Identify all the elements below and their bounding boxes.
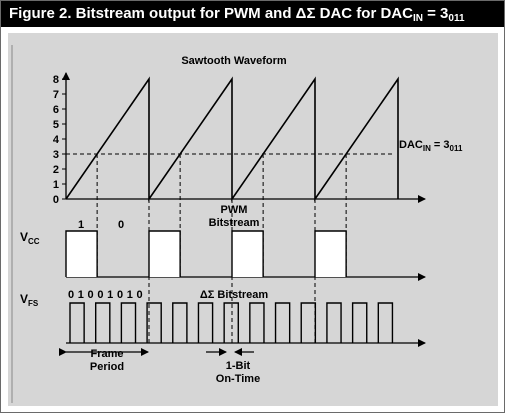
pwm-bit-one: 1 bbox=[78, 219, 84, 231]
onbit-label-line1: 1-Bit bbox=[226, 360, 251, 372]
pwm-pulse-fill bbox=[315, 231, 347, 277]
y-tick-label: 6 bbox=[53, 104, 59, 116]
projection-guides bbox=[96, 154, 347, 343]
y-tick-label: 4 bbox=[53, 134, 60, 146]
pwm-bit-zero: 0 bbox=[118, 219, 124, 231]
pwm-pulse-fill bbox=[149, 231, 181, 277]
ds-title: ΔΣ Bitstream bbox=[200, 289, 269, 301]
ds-bit-label: 1 bbox=[78, 289, 84, 301]
vcc-label: VCC bbox=[20, 230, 40, 246]
vfs-label-sub: FS bbox=[28, 299, 39, 308]
frame-period-line1: Frame bbox=[90, 348, 123, 360]
pwm-pulse-fill bbox=[232, 231, 264, 277]
ds-pulse bbox=[223, 302, 239, 343]
sawtooth-title: Sawtooth Waveform bbox=[181, 55, 287, 67]
ds-bit-label: 1 bbox=[107, 289, 113, 301]
sawtooth-path bbox=[65, 76, 399, 202]
ds-pulse bbox=[351, 302, 368, 343]
vcc-label-sub: CC bbox=[28, 237, 40, 246]
y-tick-label: 3 bbox=[53, 149, 59, 161]
ds-pulse bbox=[120, 302, 137, 343]
y-tick-label: 1 bbox=[53, 179, 59, 191]
onbit-label-line2: On-Time bbox=[216, 373, 260, 385]
figure-title-sub: IN bbox=[412, 13, 423, 24]
ds-bit-label: 1 bbox=[127, 289, 133, 301]
y-tick-label: 2 bbox=[53, 164, 59, 176]
ds-pulse bbox=[249, 302, 265, 343]
y-tick-label: 5 bbox=[53, 119, 59, 131]
pwm-pulse-fill bbox=[66, 231, 98, 277]
ds-pulse bbox=[94, 302, 111, 343]
y-tick-label: 7 bbox=[53, 89, 59, 101]
vfs-label-main: V bbox=[20, 292, 28, 306]
y-tick-label: 8 bbox=[53, 74, 59, 86]
ds-pulse bbox=[69, 302, 85, 343]
ds-bit-label: 0 bbox=[137, 289, 143, 301]
ds-bit-label: 0 bbox=[97, 289, 103, 301]
sawtooth-y-ticks: 0 1 2 3 4 5 6 7 8 bbox=[53, 74, 66, 206]
ds-bit-label: 0 bbox=[88, 289, 94, 301]
pwm-title-line1: PWM bbox=[221, 204, 248, 216]
dac-label-sub: IN bbox=[423, 144, 431, 153]
ds-bit-label: 0 bbox=[117, 289, 123, 301]
dac-level-label: DACIN = 3011 bbox=[399, 139, 463, 153]
vfs-label: VFS bbox=[20, 292, 39, 308]
ds-pulses bbox=[69, 302, 394, 343]
dac-label-prefix: DAC bbox=[399, 139, 423, 151]
dac-label-mid: = 3 bbox=[431, 139, 450, 151]
pwm-pulse bbox=[231, 230, 264, 277]
ds-bit-label: 0 bbox=[68, 289, 74, 301]
figure-title-prefix: Figure 2. Bitstream output for PWM and Δ… bbox=[9, 5, 413, 22]
pwm-pulse bbox=[148, 230, 181, 277]
ds-pulse bbox=[274, 302, 291, 343]
ds-pulse bbox=[197, 302, 214, 343]
pwm-pulse bbox=[314, 230, 347, 277]
pwm-pulses bbox=[65, 230, 347, 277]
ds-pulse bbox=[146, 302, 162, 343]
sawtooth-wave bbox=[65, 76, 399, 202]
ds-pulse bbox=[326, 302, 342, 343]
figure-title-sub2: 011 bbox=[448, 13, 465, 24]
pwm-title-line2: Bitstream bbox=[209, 217, 260, 229]
y-tick-label: 0 bbox=[53, 194, 59, 206]
figure-title-suffix: = 3 bbox=[422, 5, 449, 22]
ds-pulse bbox=[300, 302, 317, 343]
frame-period-line2: Period bbox=[90, 361, 124, 373]
pwm-pulse bbox=[65, 230, 98, 277]
dac-label-sub2: 011 bbox=[450, 144, 463, 153]
figure-title: Figure 2. Bitstream output for PWM and Δ… bbox=[1, 1, 504, 27]
vcc-label-main: V bbox=[20, 230, 28, 244]
ds-pulse bbox=[172, 302, 188, 343]
ds-pulse bbox=[377, 302, 394, 343]
